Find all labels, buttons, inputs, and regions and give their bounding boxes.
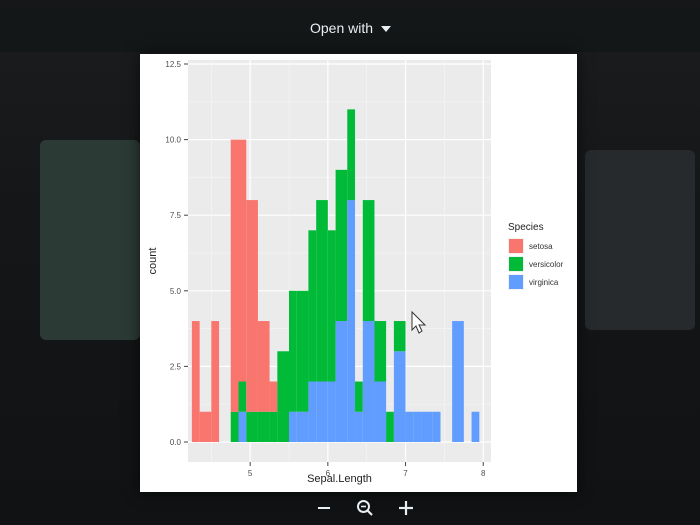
y-tick-label: 0.0 <box>170 438 182 447</box>
legend-swatch-setosa <box>509 239 523 253</box>
x-tick-label: 6 <box>326 469 331 478</box>
bar-virginica <box>347 200 356 442</box>
legend-label-versicolor: versicolor <box>529 260 564 269</box>
x-tick-label: 5 <box>248 469 253 478</box>
bar-versicolor <box>327 230 336 382</box>
bar-setosa <box>191 321 200 442</box>
background-thumbnail-right <box>585 150 695 330</box>
bar-versicolor <box>335 169 348 322</box>
bar-virginica <box>335 321 348 442</box>
bar-versicolor <box>289 290 297 412</box>
x-tick-label: 8 <box>481 469 486 478</box>
y-tick-label: 10.0 <box>165 136 181 145</box>
mouse-cursor-icon <box>411 310 427 334</box>
bar-versicolor <box>257 411 270 442</box>
bar-setosa <box>211 321 220 442</box>
legend-swatch-virginica <box>509 275 523 289</box>
bar-setosa <box>199 411 212 442</box>
bar-versicolor <box>393 321 406 352</box>
bar-versicolor <box>246 411 258 442</box>
bar-setosa <box>230 139 239 412</box>
bar-virginica <box>432 411 441 442</box>
bar-virginica <box>327 381 336 442</box>
bar-virginica <box>405 411 414 442</box>
bar-setosa <box>257 321 270 412</box>
bar-versicolor <box>269 411 278 442</box>
bar-versicolor <box>238 381 247 412</box>
zoom-out-button[interactable] <box>310 494 338 522</box>
chevron-down-icon <box>381 26 392 32</box>
bar-versicolor <box>308 230 317 382</box>
bar-virginica <box>308 381 317 442</box>
bar-versicolor <box>374 321 387 382</box>
bar-versicolor <box>355 381 363 412</box>
legend-title: Species <box>508 222 544 233</box>
bar-virginica <box>393 351 406 442</box>
bar-virginica <box>355 411 363 442</box>
bar-virginica <box>238 411 247 442</box>
y-tick-label: 2.5 <box>170 362 182 371</box>
zoom-reset-button[interactable] <box>351 494 379 522</box>
background-thumbnail-left <box>40 140 140 340</box>
bar-versicolor <box>316 200 328 382</box>
bar-virginica <box>471 411 480 442</box>
magnifier-icon <box>357 500 373 516</box>
bar-versicolor <box>386 411 394 442</box>
bar-virginica <box>289 411 297 442</box>
plus-icon <box>399 501 413 515</box>
bar-virginica <box>362 321 375 442</box>
zoom-controls <box>310 494 420 522</box>
bar-setosa <box>269 381 278 412</box>
bar-versicolor <box>277 351 289 442</box>
bar-virginica <box>452 321 464 442</box>
zoom-in-button[interactable] <box>392 494 420 522</box>
bar-virginica <box>421 411 433 442</box>
y-tick-label: 12.5 <box>165 60 181 69</box>
bar-setosa <box>246 200 258 412</box>
legend-label-virginica: virginica <box>529 278 559 287</box>
legend-swatch-versicolor <box>509 257 523 271</box>
bar-versicolor <box>362 200 375 322</box>
bar-virginica <box>413 411 422 442</box>
bar-versicolor <box>296 290 309 412</box>
x-axis-title: Sepal.Length <box>307 473 372 485</box>
bar-virginica <box>296 411 309 442</box>
y-axis-title: count <box>147 248 159 275</box>
bar-versicolor <box>230 411 239 442</box>
x-tick-label: 7 <box>403 469 408 478</box>
image-preview: 0.0 2.5 5.0 7.5 10.0 12.5 5 6 7 8 Sepal.Length coun… <box>140 54 577 492</box>
legend-label-setosa: setosa <box>529 242 553 251</box>
y-tick-label: 7.5 <box>170 211 182 220</box>
bar-virginica <box>374 381 387 442</box>
bar-setosa <box>238 139 247 382</box>
open-with-label: Open with <box>310 20 374 36</box>
open-with-button[interactable]: Open with <box>310 14 392 42</box>
y-tick-label: 5.0 <box>170 287 182 296</box>
bar-versicolor <box>347 109 356 201</box>
viewer-toolbar: Open with <box>0 0 700 52</box>
bar-virginica <box>316 381 328 442</box>
histogram-chart: 0.0 2.5 5.0 7.5 10.0 12.5 5 6 7 8 Sepal.Length coun… <box>147 60 564 485</box>
